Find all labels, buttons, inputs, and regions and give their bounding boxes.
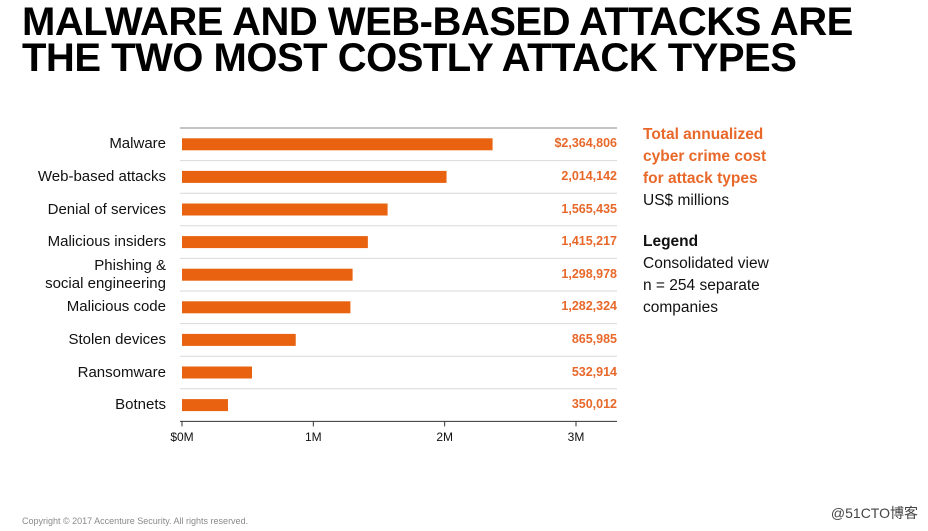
title-line-1: MALWARE AND WEB-BASED ATTACKS ARE [22,0,853,44]
category-label: Web-based attacks [37,167,166,185]
copyright-footer: Copyright © 2017 Accenture Security. All… [22,516,249,526]
bar [182,203,388,216]
x-tick-label: 2M [436,430,453,444]
x-tick-label: 1M [304,430,322,444]
chart-description: Total annualized cyber crime cost for at… [643,124,843,212]
legend-line-1: Consolidated view [643,255,769,272]
bar [182,170,447,183]
bar [182,236,368,249]
unit-label: US$ millions [643,192,730,209]
legend-heading: Legend [643,233,699,250]
value-label: 532,914 [571,364,617,379]
category-label: Denial of services [47,200,166,218]
legend-block: Legend Consolidated view n = 254 separat… [643,231,843,319]
category-label: Ransomware [77,363,166,381]
watermark: @51CTO博客 [830,505,918,521]
bar [182,138,493,151]
category-label: Stolen devices [68,330,166,348]
value-label: 2,014,142 [561,168,617,183]
value-label: 1,565,435 [561,201,617,216]
x-tick-label: $0M [170,430,194,444]
value-label: 1,298,978 [561,266,617,281]
category-label: Malware [109,135,166,153]
bar [182,366,252,379]
value-label: 1,415,217 [561,234,617,249]
category-label: Malicious insiders [47,233,166,251]
bar [182,333,296,346]
category-label: Malicious code [66,298,166,316]
value-label: 1,282,324 [561,299,617,314]
bar [182,301,351,314]
description-line-1: Total annualized [643,126,764,143]
value-label: $2,364,806 [554,136,617,151]
legend-line-3: companies [643,299,718,316]
category-label: Phishing & social engineering [45,256,166,292]
category-label: Botnets [115,396,166,414]
description-line-3: for attack types [643,170,758,187]
value-label: 865,985 [571,331,617,346]
title-line-2: THE TWO MOST COSTLY ATTACK TYPES [22,36,797,80]
legend-line-2: n = 254 separate [643,277,760,294]
description-line-2: cyber crime cost [643,148,767,165]
bar [182,399,228,412]
x-tick-label: 3M [567,430,585,444]
value-label: 350,012 [571,397,617,412]
page-title: MALWARE AND WEB-BASED ATTACKS ARE THE TW… [22,0,922,80]
bar [182,268,353,281]
